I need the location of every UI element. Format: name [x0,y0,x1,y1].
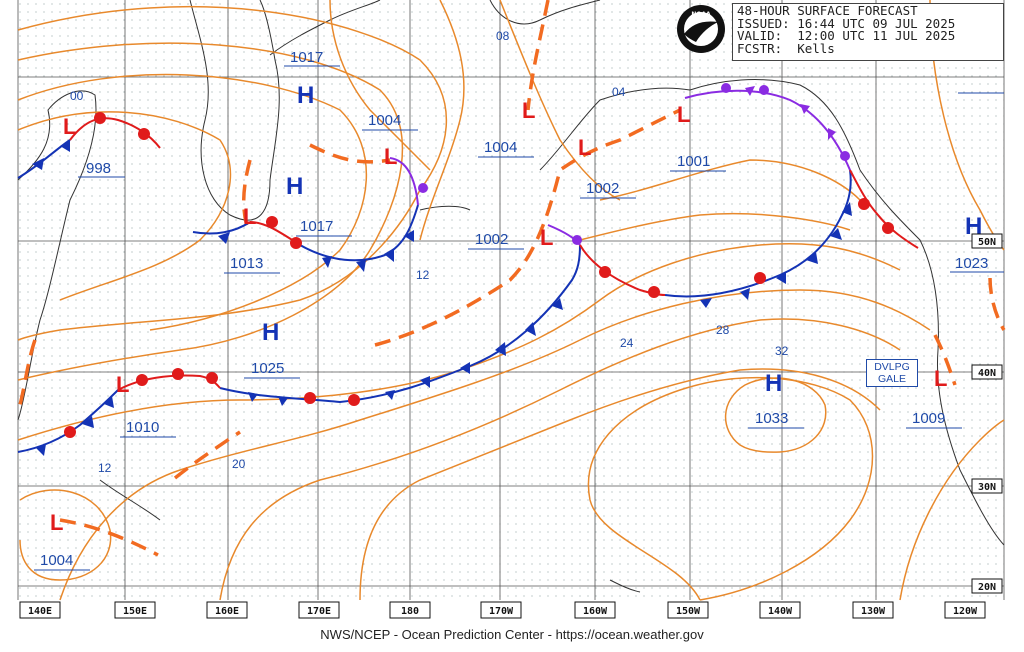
coastlines [17,0,1005,593]
low-symbol: L [243,204,256,229]
low-symbol: L [63,114,76,139]
low-symbol: L [934,366,947,391]
low-pressure-label: 1013 [230,255,263,272]
isobar-label: 20 [232,457,246,471]
low-pressure-label: 998 [86,160,111,177]
low-symbol: L [50,510,63,535]
high-symbol: H [297,82,314,109]
issued-time: ISSUED: 16:44 UTC 09 JUL 2025 [737,15,956,31]
low-symbol: L [578,135,591,160]
high-symbol: H [965,213,982,240]
warm-fronts [64,112,919,438]
svg-text:130W: 130W [861,606,886,617]
isobar-label: 24 [620,336,634,350]
noaa-logo: NOAA [676,4,726,54]
low-pressure-label: 1002 [586,180,619,197]
svg-text:120W: 120W [953,606,978,617]
low-symbol: L [677,102,690,127]
cold-fronts [17,139,852,456]
svg-text:20N: 20N [978,582,996,593]
svg-text:170E: 170E [307,606,331,617]
map-background [18,0,1004,600]
isobar-label: 12 [98,461,112,475]
high-pressure-label: 1033 [755,410,788,427]
isobar-label: 32 [775,344,789,358]
low-pressure-label: 1009 [912,410,945,427]
noaa-logo-text: NOAA [691,11,711,18]
high-symbol: H [262,319,279,346]
warning-line-1: DVLPG [874,361,910,373]
forecast-title: 48-HOUR SURFACE FORECAST [737,3,918,18]
low-pressure-label: 1004 [40,552,73,569]
svg-text:140W: 140W [768,606,793,617]
svg-text:150W: 150W [676,606,701,617]
low-pressure-label: 1010 [126,419,159,436]
high-symbol: H [286,173,303,200]
low-pressure-label: 1001 [677,153,710,170]
high-pressure-label: 1017 [300,218,333,235]
svg-text:40N: 40N [978,368,996,379]
low-pressure-label: 1002 [475,231,508,248]
forecaster: FCSTR: Kells [737,40,835,56]
svg-text:160W: 160W [583,606,608,617]
gale-warning-label: DVLPG GALE [866,359,918,387]
high-pressure-label: 1023 [955,255,988,272]
warning-line-2: GALE [877,373,906,385]
isobar-label: 12 [416,268,430,282]
isobar-label: 00 [70,89,84,103]
low-symbol: L [522,98,535,123]
low-symbol: L [384,144,397,169]
high-symbol: H [765,370,782,397]
svg-text:160E: 160E [215,606,239,617]
isobar-label: 04 [612,85,626,99]
svg-text:50N: 50N [978,237,996,248]
low-pressure-label: 1004 [484,139,517,156]
low-symbol: L [540,225,553,250]
svg-text:180: 180 [401,606,419,617]
valid-time: VALID: 12:00 UTC 11 JUL 2025 [737,28,956,43]
low-symbol: L [116,372,129,397]
high-pressure-label: 1017 [290,49,323,66]
isobars [17,0,1005,601]
isobar-label: 08 [496,29,510,43]
latitude-labels: 50N 40N 30N 20N [971,233,1003,594]
pressure-underlines [34,65,1004,571]
low-pressure-label: 1004 [368,112,401,129]
longitude-labels: 140E 150E 160E 170E 180 170W 160W 150W 1… [19,601,986,619]
isobar-label: 28 [716,323,730,337]
occluded-fronts [389,83,851,246]
forecast-info-box: 48-HOUR SURFACE FORECAST ISSUED: 16:44 UT… [732,3,1004,61]
svg-text:150E: 150E [123,606,147,617]
svg-text:140E: 140E [28,606,52,617]
svg-text:30N: 30N [978,482,996,493]
source-credit: NWS/NCEP - Ocean Prediction Center - htt… [320,627,704,642]
svg-text:170W: 170W [489,606,514,617]
high-pressure-label: 1025 [251,360,284,377]
